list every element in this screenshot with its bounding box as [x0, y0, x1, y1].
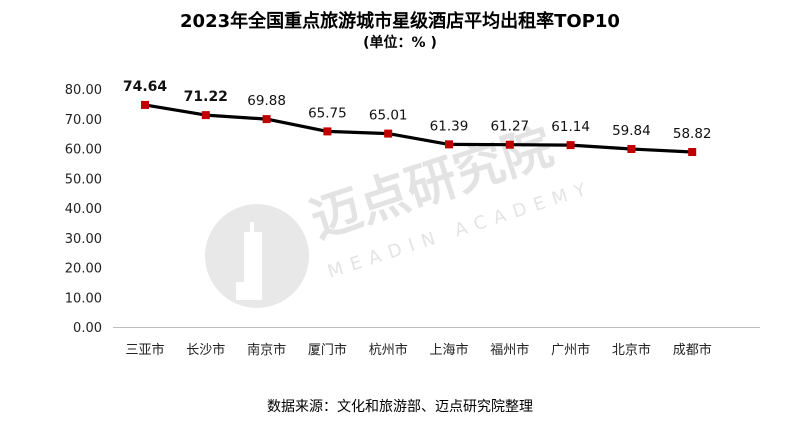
data-point-marker	[384, 129, 393, 138]
data-label: 65.01	[369, 108, 408, 124]
data-label: 65.75	[308, 105, 347, 121]
data-label: 71.22	[184, 89, 228, 105]
x-tick-label: 三亚市	[125, 342, 164, 358]
data-label: 58.82	[673, 126, 712, 142]
x-tick-label: 长沙市	[186, 342, 225, 358]
x-tick-label: 成都市	[673, 342, 712, 358]
x-axis: 三亚市 长沙市 南京市 厦门市 杭州市 上海市 福州市 广州市 北京市 成都市	[125, 342, 711, 358]
data-point-marker	[445, 140, 453, 149]
series-line	[144, 103, 693, 154]
series-markers	[141, 100, 697, 157]
chart-subtitle: (单位：% )	[363, 35, 437, 51]
data-point-marker	[627, 144, 636, 153]
y-tick-label: 0.00	[73, 321, 102, 336]
data-labels: 74.64 71.22 69.88 65.75 65.01 61.39 61.27 61.14…	[123, 79, 712, 142]
data-label: 61.27	[490, 119, 529, 135]
y-tick-label: 70.00	[65, 113, 102, 128]
data-label: 74.64	[123, 79, 168, 95]
y-tick-label: 40.00	[65, 202, 102, 217]
data-point-marker	[505, 140, 514, 149]
data-label: 59.84	[612, 123, 651, 139]
x-tick-label: 福州市	[490, 342, 529, 358]
data-label: 69.88	[247, 93, 286, 109]
data-point-marker	[141, 100, 149, 109]
data-label: 61.14	[551, 119, 590, 135]
watermark-logo-icon	[205, 204, 309, 308]
x-tick-label: 北京市	[612, 342, 651, 358]
y-tick-label: 30.00	[65, 232, 102, 247]
x-tick-label: 上海市	[429, 342, 468, 358]
chart-title: 2023年全国重点旅游城市星级酒店平均出租率TOP10	[180, 11, 620, 32]
x-tick-label: 厦门市	[308, 342, 347, 358]
source-note: 数据来源：文化和旅游部、迈点研究院整理	[267, 399, 533, 415]
y-tick-label: 60.00	[65, 143, 102, 158]
y-tick-label: 80.00	[65, 83, 102, 98]
y-axis: 0.00 10.00 20.00 30.00 40.00 50.00 60.00 70.00 8…	[65, 83, 102, 336]
data-point-marker	[201, 111, 210, 120]
x-tick-label: 南京市	[247, 342, 286, 358]
data-label: 61.39	[430, 118, 469, 134]
x-tick-label: 杭州市	[369, 342, 408, 358]
y-tick-label: 20.00	[65, 262, 102, 277]
y-tick-label: 50.00	[65, 172, 102, 187]
data-point-marker	[323, 127, 332, 136]
watermark-tower-icon	[236, 222, 262, 300]
data-point-marker	[566, 141, 575, 150]
y-tick-label: 10.00	[65, 291, 102, 306]
data-point-marker	[688, 148, 697, 157]
x-tick-label: 广州市	[551, 342, 590, 358]
data-point-marker	[262, 115, 271, 124]
